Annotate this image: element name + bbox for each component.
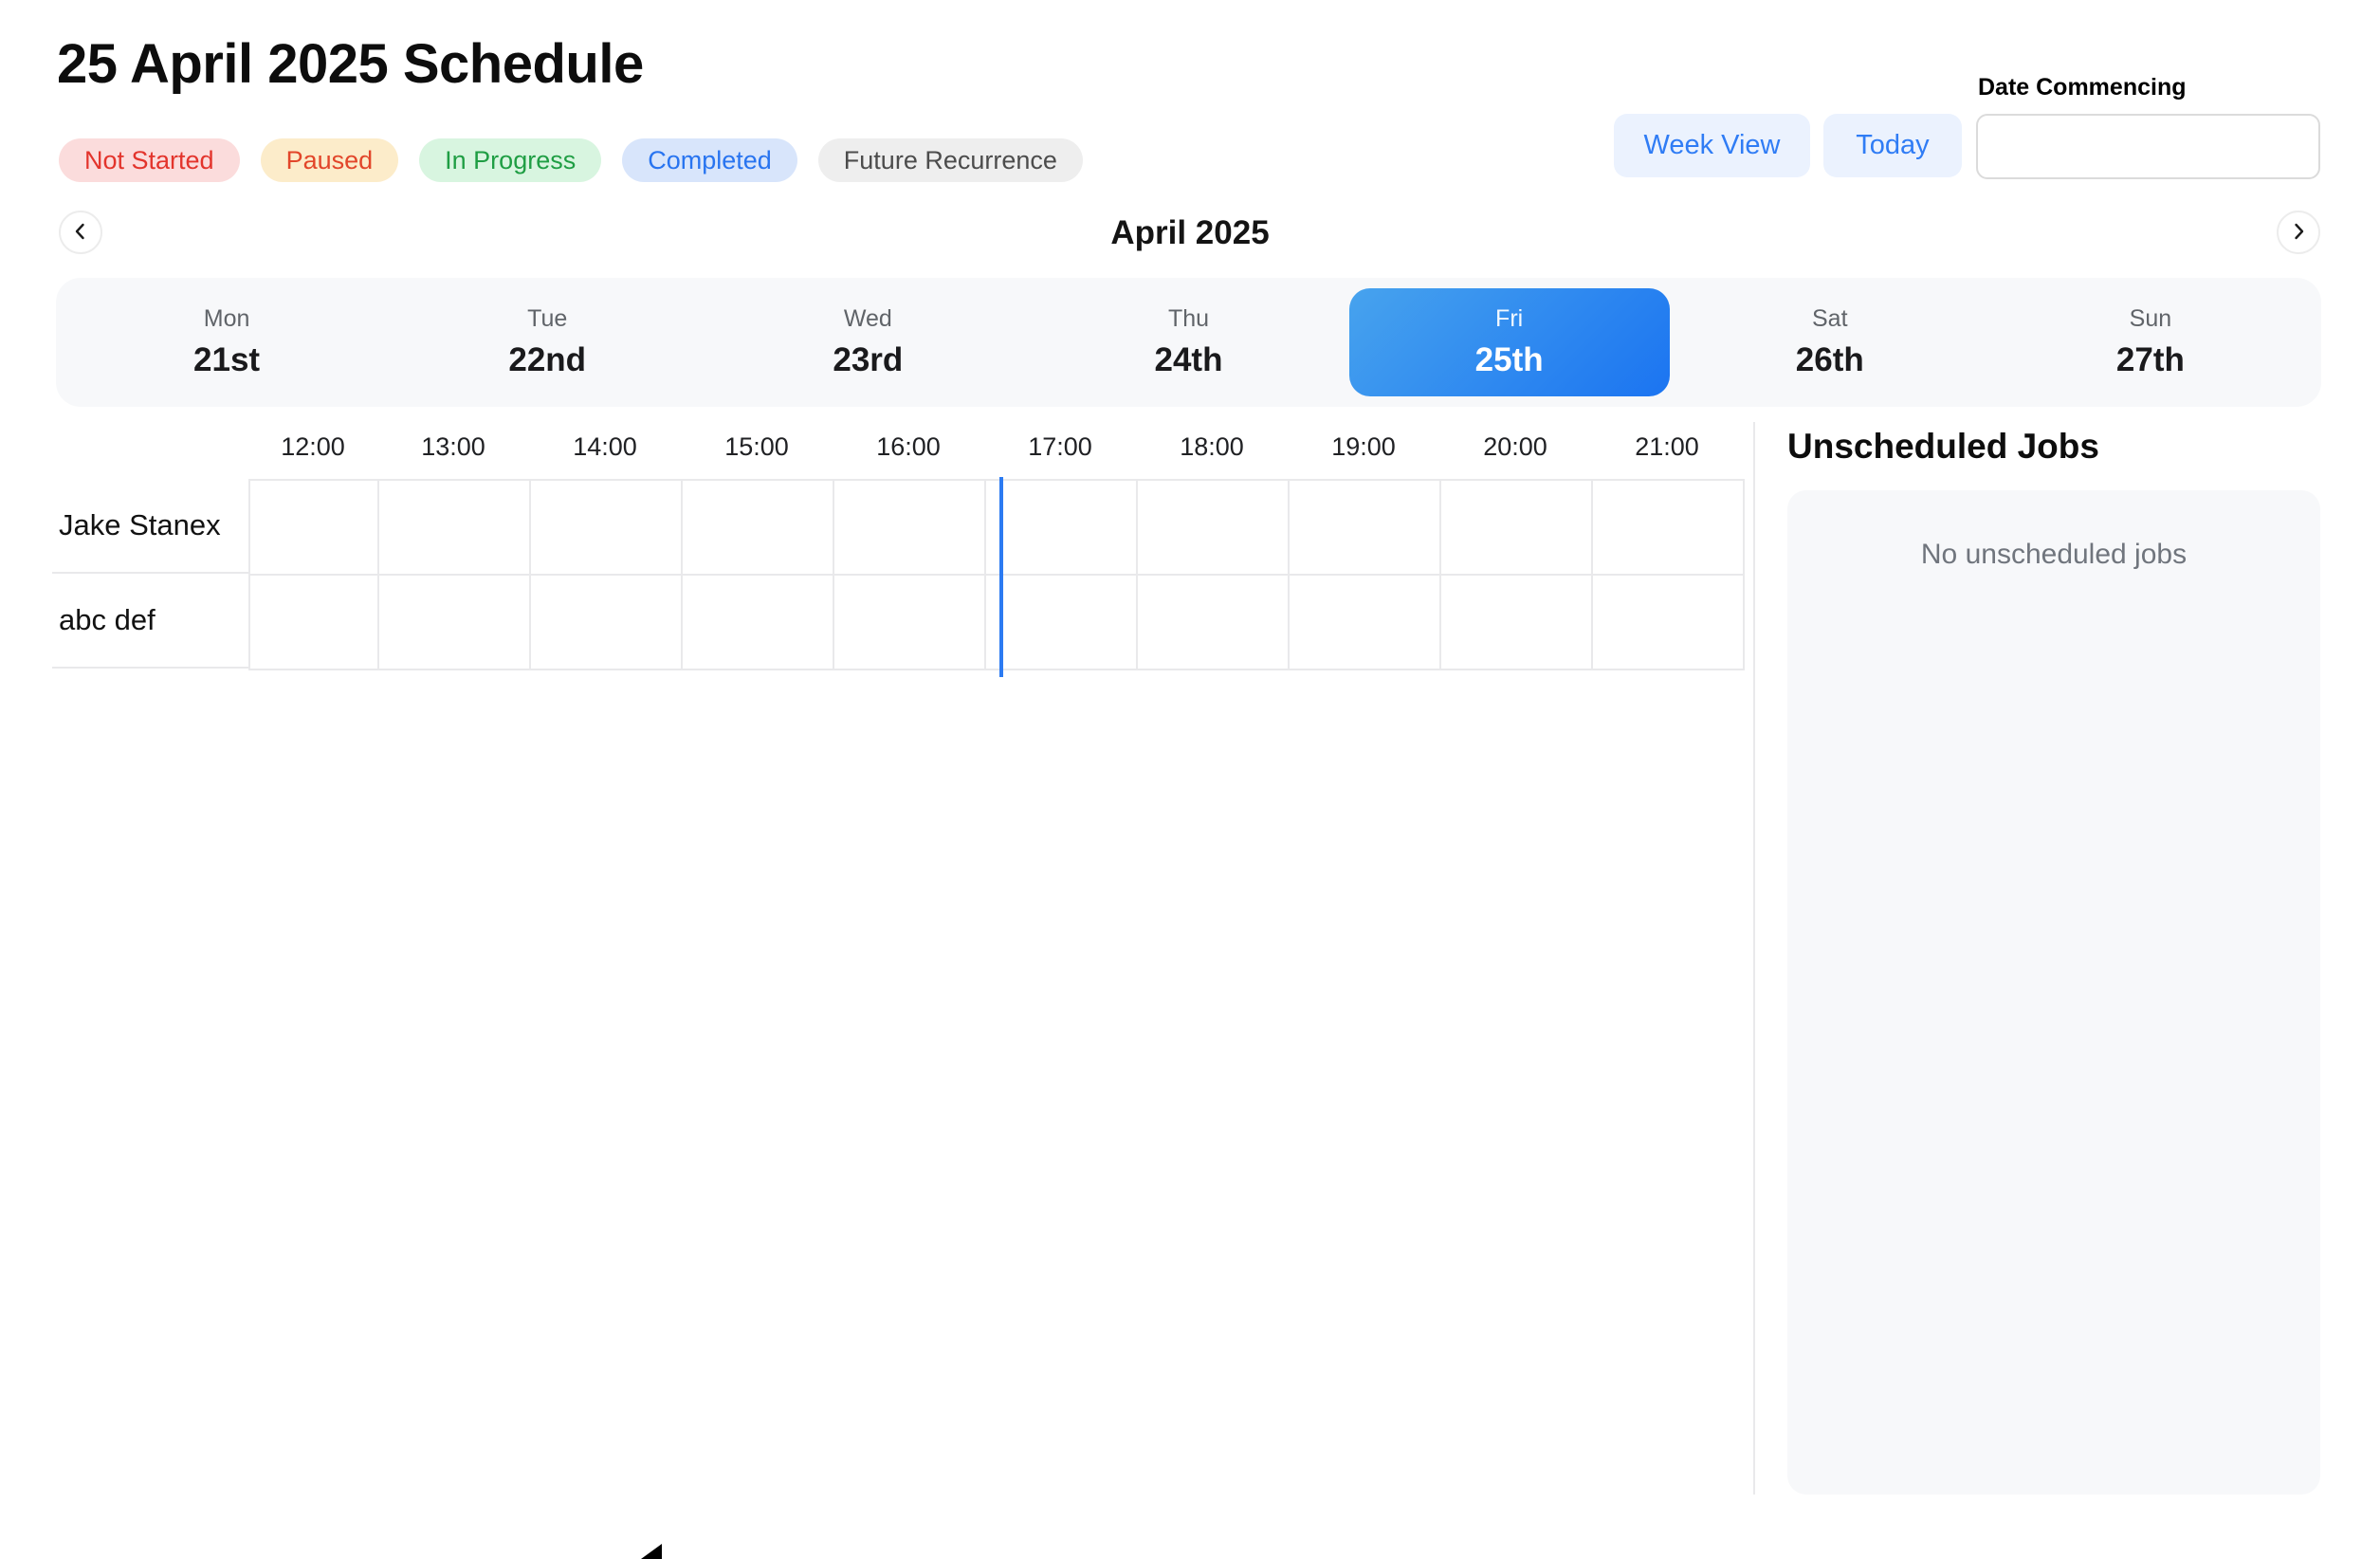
schedule-cell[interactable]: [834, 481, 986, 576]
time-tick: 19:00: [1331, 432, 1396, 461]
schedule-cell[interactable]: [1441, 481, 1593, 576]
schedule-cell[interactable]: [1593, 576, 1745, 670]
day-date: 23rd: [833, 341, 904, 378]
date-commencing-label: Date Commencing: [1978, 74, 2187, 101]
resource-row-label: Jake Stanex: [52, 479, 248, 574]
day-date: 21st: [193, 341, 261, 378]
schedule-cell[interactable]: [531, 481, 683, 576]
chevron-right-icon: [2287, 220, 2310, 246]
day-cell-tue[interactable]: Tue 22nd: [387, 288, 707, 396]
schedule-cell[interactable]: [1290, 576, 1441, 670]
day-date: 27th: [2115, 341, 2185, 378]
schedule-cell[interactable]: [250, 481, 379, 576]
time-tick: 15:00: [724, 432, 789, 461]
schedule-cell[interactable]: [250, 576, 379, 670]
unscheduled-empty-message: No unscheduled jobs: [1920, 539, 2188, 570]
day-cell-sat[interactable]: Sat 26th: [1670, 288, 1990, 396]
status-legend: Not Started Paused In Progress Completed…: [59, 138, 1083, 182]
schedule-cell[interactable]: [531, 576, 683, 670]
resource-labels: Jake Stanex abc def: [52, 479, 248, 669]
time-tick: 13:00: [421, 432, 485, 461]
day-cell-fri-selected[interactable]: Fri 25th: [1348, 288, 1670, 396]
day-name: Sun: [2129, 305, 2172, 332]
time-axis: 12:00 13:00 14:00 15:00 16:00 17:00 18:0…: [248, 432, 1743, 462]
legend-paused: Paused: [260, 138, 399, 182]
day-date: 26th: [1795, 341, 1864, 378]
unscheduled-jobs-title: Unscheduled Jobs: [1787, 427, 2099, 466]
day-date: 25th: [1474, 341, 1544, 378]
day-date: 24th: [1154, 341, 1223, 378]
day-cell-sun[interactable]: Sun 27th: [1990, 288, 2311, 396]
week-view-button[interactable]: Week View: [1614, 114, 1810, 177]
schedule-grid: [248, 479, 1745, 670]
schedule-cell[interactable]: [683, 481, 834, 576]
schedule-cell[interactable]: [1138, 481, 1290, 576]
day-name: Fri: [1495, 305, 1524, 332]
today-button[interactable]: Today: [1823, 114, 1962, 177]
time-tick: 20:00: [1483, 432, 1547, 461]
schedule-cell[interactable]: [986, 576, 1138, 670]
page-title: 25 April 2025 Schedule: [57, 33, 644, 95]
schedule-cell[interactable]: [1593, 481, 1745, 576]
schedule-cell[interactable]: [1441, 576, 1593, 670]
time-tick: 21:00: [1635, 432, 1699, 461]
schedule-cell[interactable]: [1290, 481, 1441, 576]
day-name: Thu: [1167, 305, 1210, 332]
schedule-cell[interactable]: [1138, 576, 1290, 670]
schedule-cell[interactable]: [379, 576, 531, 670]
schedule-cell[interactable]: [834, 576, 986, 670]
day-cell-wed[interactable]: Wed 23rd: [707, 288, 1028, 396]
day-cell-mon[interactable]: Mon 21st: [66, 288, 387, 396]
resource-row-label: abc def: [52, 574, 248, 669]
chevron-left-icon: [69, 220, 92, 246]
schedule-cell[interactable]: [986, 481, 1138, 576]
legend-not-started: Not Started: [59, 138, 240, 182]
day-name: Sat: [1812, 305, 1848, 332]
mouse-cursor: [641, 1544, 662, 1559]
time-tick: 14:00: [573, 432, 637, 461]
day-date: 22nd: [508, 341, 587, 378]
previous-week-button[interactable]: [59, 211, 102, 254]
legend-completed: Completed: [622, 138, 797, 182]
month-title: April 2025: [1110, 214, 1270, 251]
schedule-cell[interactable]: [683, 576, 834, 670]
time-tick: 12:00: [281, 432, 345, 461]
panel-divider: [1753, 422, 1755, 1495]
time-tick: 17:00: [1028, 432, 1092, 461]
next-week-button[interactable]: [2277, 211, 2320, 254]
day-selector: Mon 21st Tue 22nd Wed 23rd Thu 24th Fri …: [56, 278, 2321, 407]
current-time-indicator: [999, 477, 1003, 677]
time-tick: 18:00: [1180, 432, 1244, 461]
time-tick: 16:00: [876, 432, 941, 461]
day-name: Wed: [843, 305, 892, 332]
schedule-cell[interactable]: [379, 481, 531, 576]
date-commencing-input[interactable]: [1976, 114, 2320, 179]
day-cell-thu[interactable]: Thu 24th: [1028, 288, 1348, 396]
legend-in-progress: In Progress: [419, 138, 602, 182]
legend-future-recurrence: Future Recurrence: [817, 138, 1083, 182]
day-name: Mon: [203, 305, 250, 332]
day-name: Tue: [527, 305, 568, 332]
unscheduled-jobs-panel: No unscheduled jobs: [1787, 490, 2320, 1495]
